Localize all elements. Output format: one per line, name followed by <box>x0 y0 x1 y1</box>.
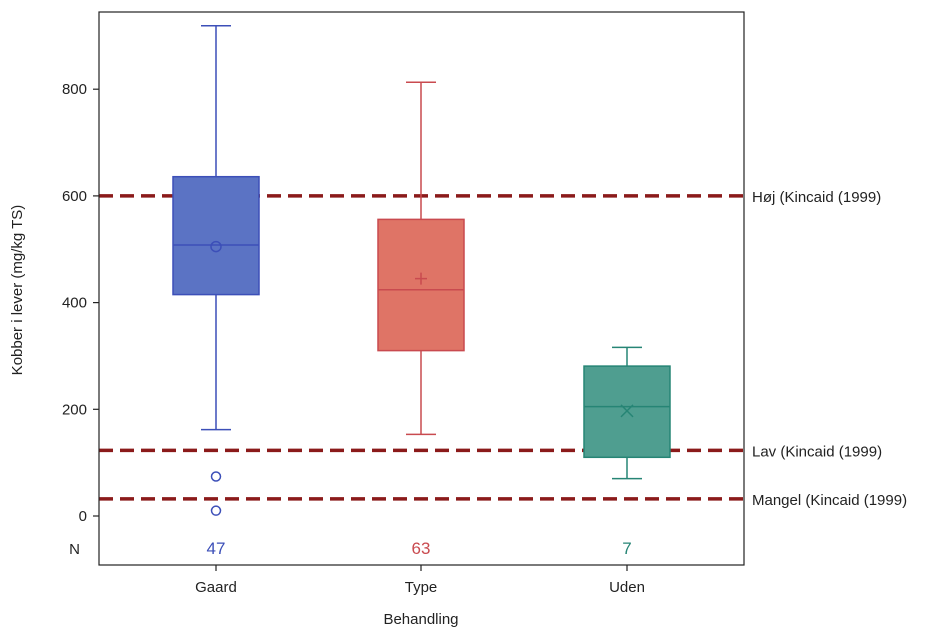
box-group-uden: 7 <box>583 346 671 558</box>
box-group-type: 63 <box>377 81 465 558</box>
iqr-box <box>172 175 260 296</box>
plot-frame <box>98 11 745 566</box>
outlier-point <box>210 505 222 516</box>
iqr-box <box>377 218 465 352</box>
x-tick-label: Uden <box>609 579 645 596</box>
reference-lines-layer: Høj (Kincaid (1999) Lav (Kincaid (1999) Ma… <box>99 189 907 509</box>
n-count-label: 63 <box>412 539 431 558</box>
reference-line-label: Høj (Kincaid (1999) <box>752 189 881 206</box>
y-tick-label: 0 <box>79 508 87 525</box>
mean-marker <box>415 272 427 285</box>
axes-layer: 0 200 400 600 800 Gaard Type Uden <box>62 81 645 596</box>
n-count-label: 47 <box>207 539 226 558</box>
x-axis-title: Behandling <box>383 611 458 628</box>
mean-marker <box>210 240 222 253</box>
y-axis-title: Kobber i lever (mg/kg TS) <box>9 205 26 376</box>
outlier-point <box>210 471 222 482</box>
boxes-layer: 47 63 7 <box>172 24 671 558</box>
n-count-label: 7 <box>622 539 631 558</box>
y-tick-label: 600 <box>62 188 87 205</box>
reference-line-label: Lav (Kincaid (1999) <box>752 443 882 460</box>
mean-marker <box>620 404 634 418</box>
y-tick-label: 200 <box>62 401 87 418</box>
reference-line-label: Mangel (Kincaid (1999) <box>752 492 907 509</box>
box-group-gaard: 47 <box>172 24 260 558</box>
y-tick-label: 800 <box>62 81 87 98</box>
n-row-label: N <box>69 541 80 558</box>
y-tick-label: 400 <box>62 295 87 312</box>
x-tick-label: Type <box>405 579 438 596</box>
x-tick-label: Gaard <box>195 579 237 596</box>
